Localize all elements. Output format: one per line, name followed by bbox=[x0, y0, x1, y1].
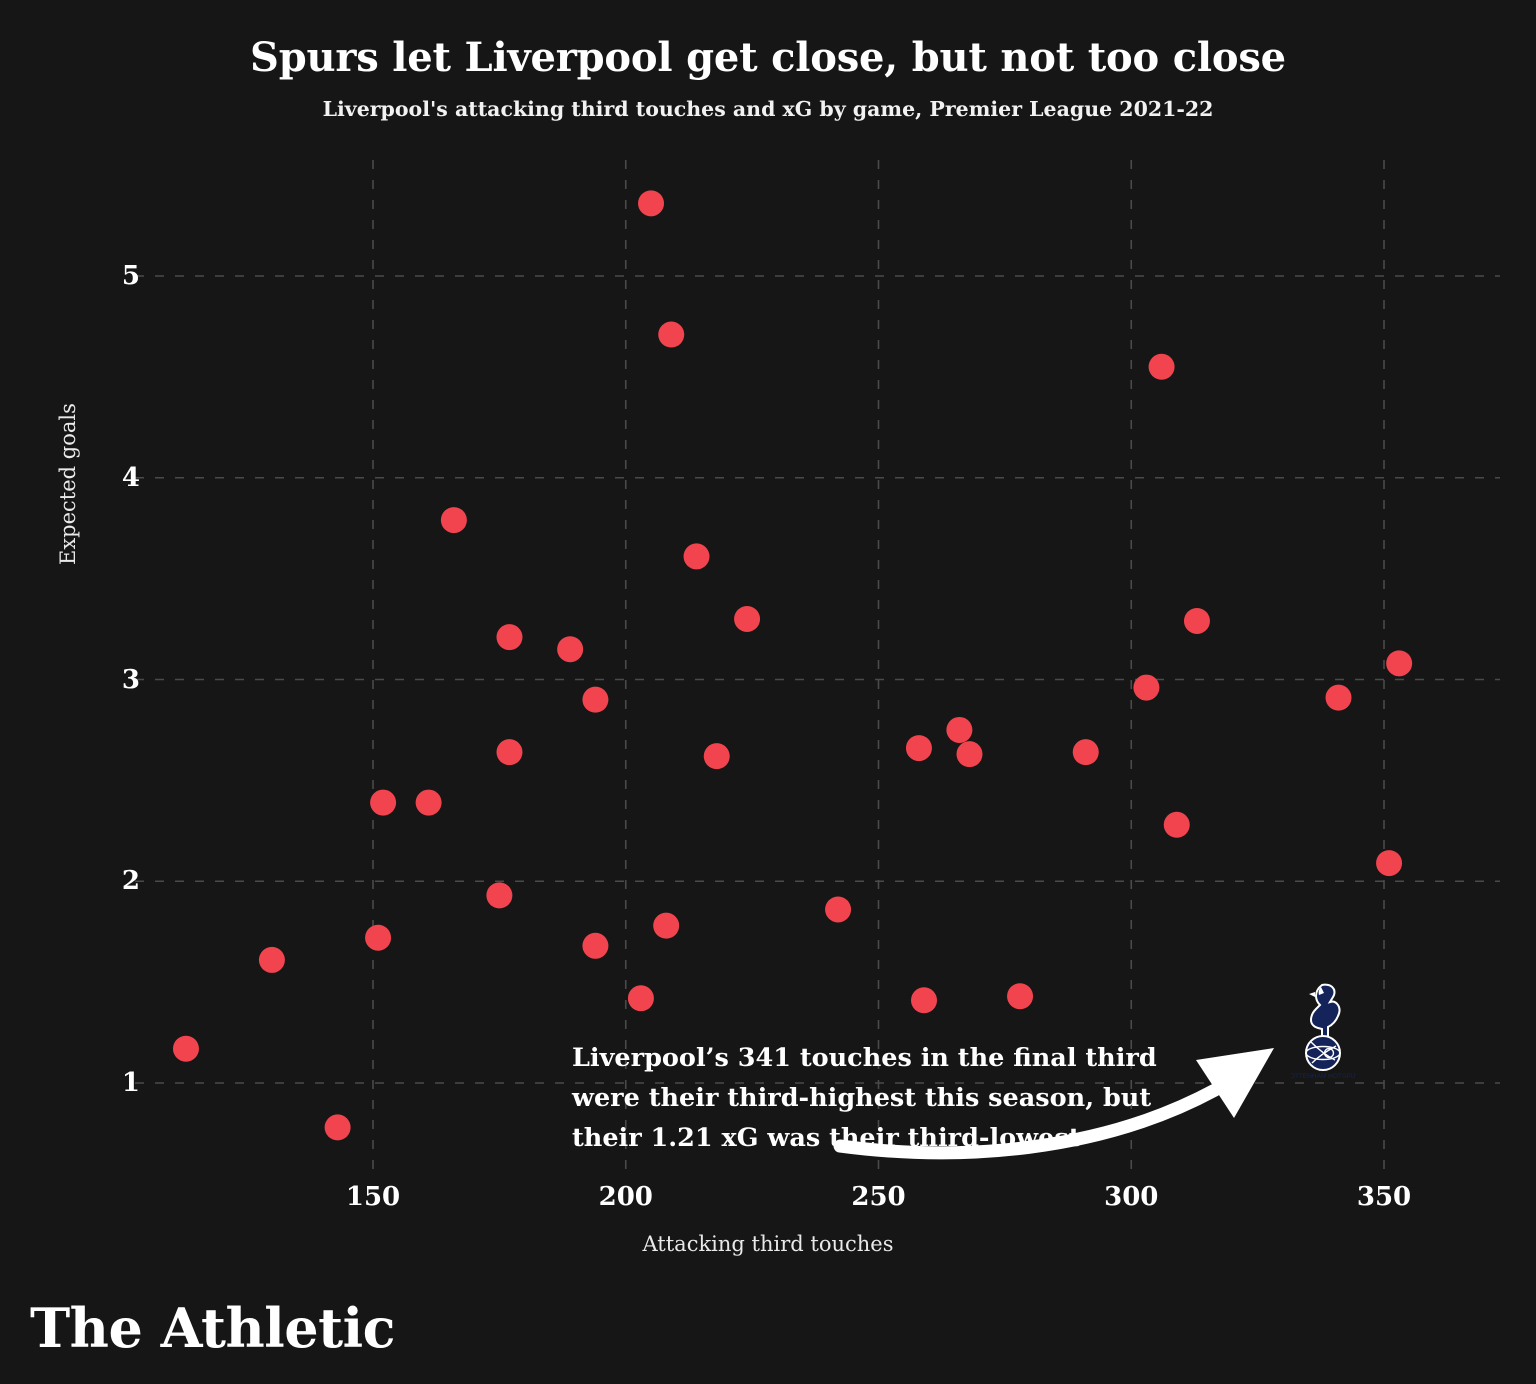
data-point[interactable] bbox=[1133, 674, 1160, 701]
x-tick-150: 150 bbox=[345, 1182, 401, 1212]
data-point[interactable] bbox=[658, 321, 685, 348]
y-tick-2: 2 bbox=[121, 866, 140, 897]
data-point[interactable] bbox=[683, 543, 710, 570]
data-point[interactable] bbox=[1072, 739, 1099, 766]
data-point[interactable] bbox=[486, 882, 513, 909]
data-point[interactable] bbox=[172, 1035, 199, 1062]
data-point[interactable] bbox=[956, 741, 983, 768]
data-point[interactable] bbox=[582, 932, 609, 959]
data-points bbox=[172, 190, 1413, 1141]
tottenham-hotspur-crest-icon: TOTTENHAM HOTSPUR bbox=[1286, 983, 1360, 1087]
chart-subtitle: Liverpool's attacking third touches and … bbox=[322, 97, 1214, 121]
annotation-line-2: were their third-highest this season, bu… bbox=[572, 1083, 1152, 1113]
y-tick-3: 3 bbox=[121, 664, 140, 695]
data-point[interactable] bbox=[582, 686, 609, 713]
y-tick-1: 1 bbox=[121, 1068, 140, 1098]
data-point[interactable] bbox=[703, 743, 730, 770]
chart-header: Spurs let Liverpool get close, but not t… bbox=[0, 0, 1536, 150]
data-point[interactable] bbox=[627, 985, 654, 1012]
x-tick-200: 200 bbox=[598, 1182, 653, 1212]
data-point[interactable] bbox=[415, 789, 442, 816]
data-point[interactable] bbox=[557, 636, 584, 663]
data-point[interactable] bbox=[1163, 811, 1190, 838]
page-title: Spurs let Liverpool get close, but not t… bbox=[250, 34, 1286, 81]
data-point[interactable] bbox=[638, 190, 665, 217]
data-point[interactable] bbox=[258, 946, 285, 973]
data-point[interactable] bbox=[496, 739, 523, 766]
data-point[interactable] bbox=[825, 896, 852, 923]
the-athletic-logo: The Athletic bbox=[30, 1296, 395, 1360]
data-point[interactable] bbox=[370, 789, 397, 816]
data-point[interactable] bbox=[365, 924, 392, 951]
x-tick-300: 300 bbox=[1104, 1182, 1159, 1212]
data-point[interactable] bbox=[324, 1114, 351, 1141]
data-point[interactable] bbox=[1386, 650, 1413, 677]
data-point[interactable] bbox=[1148, 353, 1175, 380]
data-point[interactable] bbox=[905, 735, 932, 762]
y-tick-4: 4 bbox=[121, 462, 140, 493]
data-point[interactable] bbox=[910, 987, 937, 1014]
y-axis-title: Expected goals bbox=[56, 403, 80, 565]
data-point[interactable] bbox=[1007, 983, 1034, 1010]
data-point[interactable] bbox=[440, 507, 467, 534]
annotation-line-1: Liverpool’s 341 touches in the final thi… bbox=[572, 1043, 1157, 1073]
data-point[interactable] bbox=[1183, 607, 1210, 634]
data-point[interactable] bbox=[1376, 850, 1403, 877]
y-tick-5: 5 bbox=[121, 261, 140, 291]
crest-club-name: TOTTENHAM HOTSPUR bbox=[1291, 1073, 1355, 1080]
annotation-text: Liverpool’s 341 touches in the final thi… bbox=[572, 1038, 1172, 1158]
annotation-line-3: their 1.21 xG was their third-lowest bbox=[572, 1123, 1081, 1153]
data-point[interactable] bbox=[734, 605, 761, 632]
data-point[interactable] bbox=[496, 624, 523, 651]
annotation-arrow bbox=[833, 1048, 1274, 1160]
gridlines bbox=[135, 160, 1500, 1180]
data-point[interactable] bbox=[1325, 684, 1352, 711]
x-tick-250: 250 bbox=[851, 1182, 906, 1212]
data-point[interactable] bbox=[653, 912, 680, 939]
data-point[interactable] bbox=[946, 716, 973, 743]
x-axis-title: Attacking third touches bbox=[642, 1232, 894, 1256]
x-tick-350: 350 bbox=[1356, 1182, 1412, 1212]
